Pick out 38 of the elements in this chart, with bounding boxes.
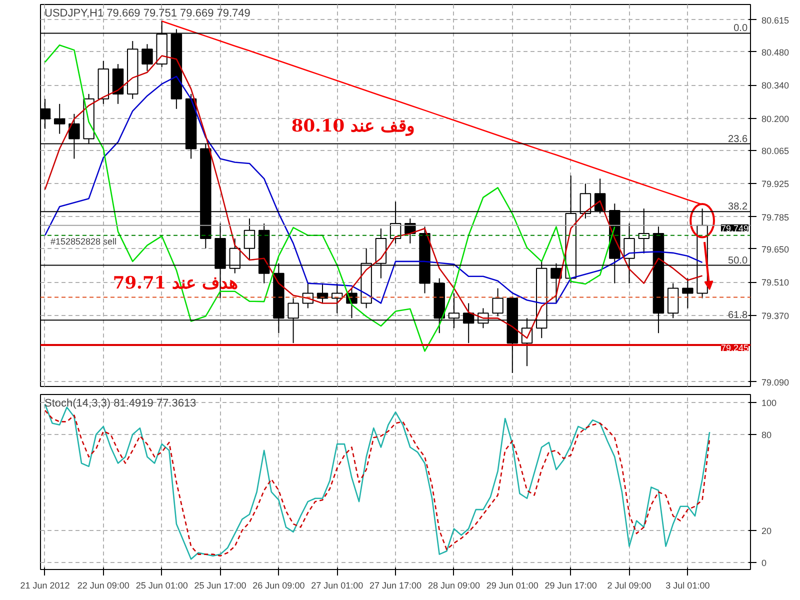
- x-tick-label: 29 Jun 17:00: [544, 580, 597, 590]
- y-tick-label: 100: [762, 398, 777, 408]
- chart-title: Stoch(14,3,3) 81.4919 77.3613: [44, 398, 196, 410]
- y-tick-label: 80: [762, 430, 772, 440]
- y-tick-label: 80.340: [762, 80, 790, 91]
- annotation: 23.6: [728, 134, 748, 145]
- x-tick-label: 25 Jun 01:00: [136, 580, 188, 590]
- annotation: وقف عند 80.10: [291, 116, 414, 137]
- x-tick-label: 27 Jun 17:00: [370, 580, 422, 590]
- y-tick-label: 20: [762, 526, 772, 536]
- y-tick-label: 80.065: [762, 146, 790, 156]
- annotation: 0.0: [734, 23, 748, 34]
- x-tick-label: 25 Jun 17:00: [194, 580, 246, 590]
- y-tick-label: 80.200: [762, 114, 790, 124]
- x-tick-label: 22 Jun 09:00: [77, 580, 130, 590]
- y-tick-label: 79.650: [762, 244, 790, 254]
- x-tick-label: 21 Jun 2012: [20, 580, 70, 590]
- y-tick-label: 79.510: [762, 278, 790, 288]
- x-tick-label: 26 Jun 09:00: [252, 580, 305, 590]
- y-tick-label: 80.615: [762, 15, 790, 26]
- y-tick-label: 79.925: [762, 179, 790, 190]
- chart-title: USDJPY,H1 79.669 79.751 79.669 79.749: [44, 8, 250, 20]
- y-tick-label: 79.785: [762, 212, 790, 222]
- x-tick-label: 3 Jul 01:00: [666, 580, 710, 590]
- y-tick-label: 79.370: [762, 310, 790, 321]
- ref-line-label: 79.749: [720, 223, 749, 234]
- y-tick-label: 80.480: [762, 47, 790, 58]
- annotation: 61.8: [728, 310, 748, 322]
- x-tick-label: 2 Jul 09:00: [607, 580, 652, 590]
- y-tick-label: 0: [762, 558, 767, 568]
- x-tick-label: 27 Jun 01:00: [311, 580, 364, 590]
- y-tick-label: 79.090: [762, 377, 790, 388]
- ref-line-label: #152852828 sell: [50, 236, 117, 246]
- annotation: 38.2: [728, 202, 748, 213]
- x-tick-label: 29 Jun 01:00: [486, 580, 538, 590]
- x-tick-label: 28 Jun 09:00: [428, 580, 480, 590]
- ref-line-label: 79.245: [720, 342, 749, 353]
- annotation: 50.0: [728, 255, 748, 266]
